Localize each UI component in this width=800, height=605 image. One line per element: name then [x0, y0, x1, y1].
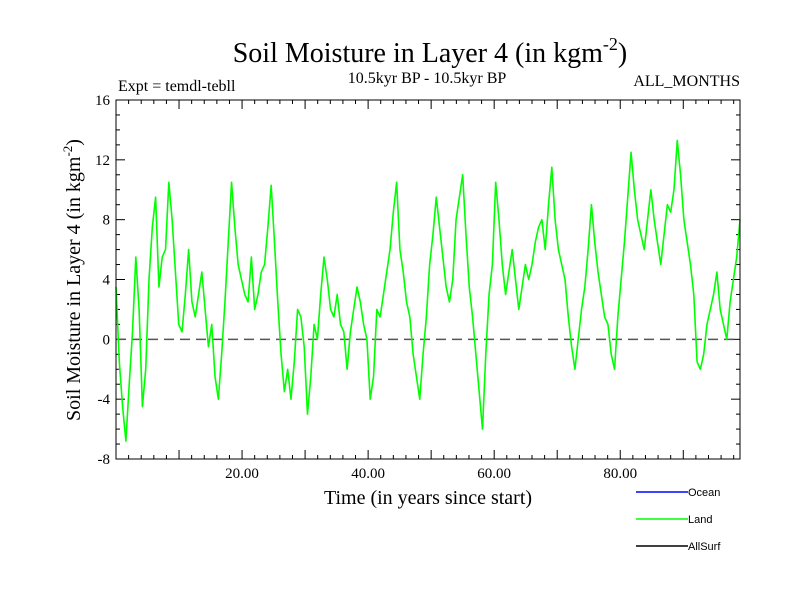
series-line-land	[115, 139, 741, 442]
y-tick-label: 16	[95, 93, 111, 109]
y-axis-label-close: )	[63, 139, 85, 146]
y-tick-label: -8	[98, 452, 111, 468]
chart-title: Soil Moisture in Layer 4 (in kgm-2)	[233, 34, 628, 69]
chart-title-main: Soil Moisture in Layer 4 (in kgm	[233, 38, 603, 69]
y-axis-label-sup: -2	[60, 146, 75, 157]
y-tick-label: 4	[103, 273, 111, 289]
x-tick-label: 60.00	[477, 466, 511, 482]
legend-label-ocean: Ocean	[688, 487, 720, 499]
subtitle-left: Expt = temdl-tebll	[118, 78, 236, 95]
chart-title-close: )	[618, 38, 627, 69]
plot-layer	[115, 139, 741, 442]
x-tick-label: 40.00	[351, 466, 385, 482]
x-tick-label: 20.00	[225, 466, 259, 482]
legend-label-allsurf: AllSurf	[688, 541, 721, 553]
legend-label-land: Land	[688, 514, 712, 526]
chart-title-sup: -2	[603, 34, 618, 54]
y-tick-label: 0	[103, 332, 111, 348]
ticks-layer: -8 -4 0 4 8 12 16 20.00 40.00 60.00 80.00	[95, 93, 740, 482]
y-axis-label-main: Soil Moisture in Layer 4 (in kgm	[63, 156, 85, 421]
y-tick-label: -4	[98, 392, 111, 408]
y-axis-label: Soil Moisture in Layer 4 (in kgm-2)	[60, 139, 85, 421]
x-axis-label: Time (in years since start)	[324, 487, 532, 509]
subtitle-center: 10.5kyr BP - 10.5kyr BP	[348, 70, 507, 87]
y-tick-label: 12	[95, 153, 110, 169]
x-tick-label: 80.00	[603, 466, 637, 482]
plot-frame	[115, 99, 741, 460]
legend: Ocean Land AllSurf	[636, 487, 721, 553]
subtitle-right: ALL_MONTHS	[633, 73, 740, 90]
y-tick-label: 8	[103, 213, 111, 229]
